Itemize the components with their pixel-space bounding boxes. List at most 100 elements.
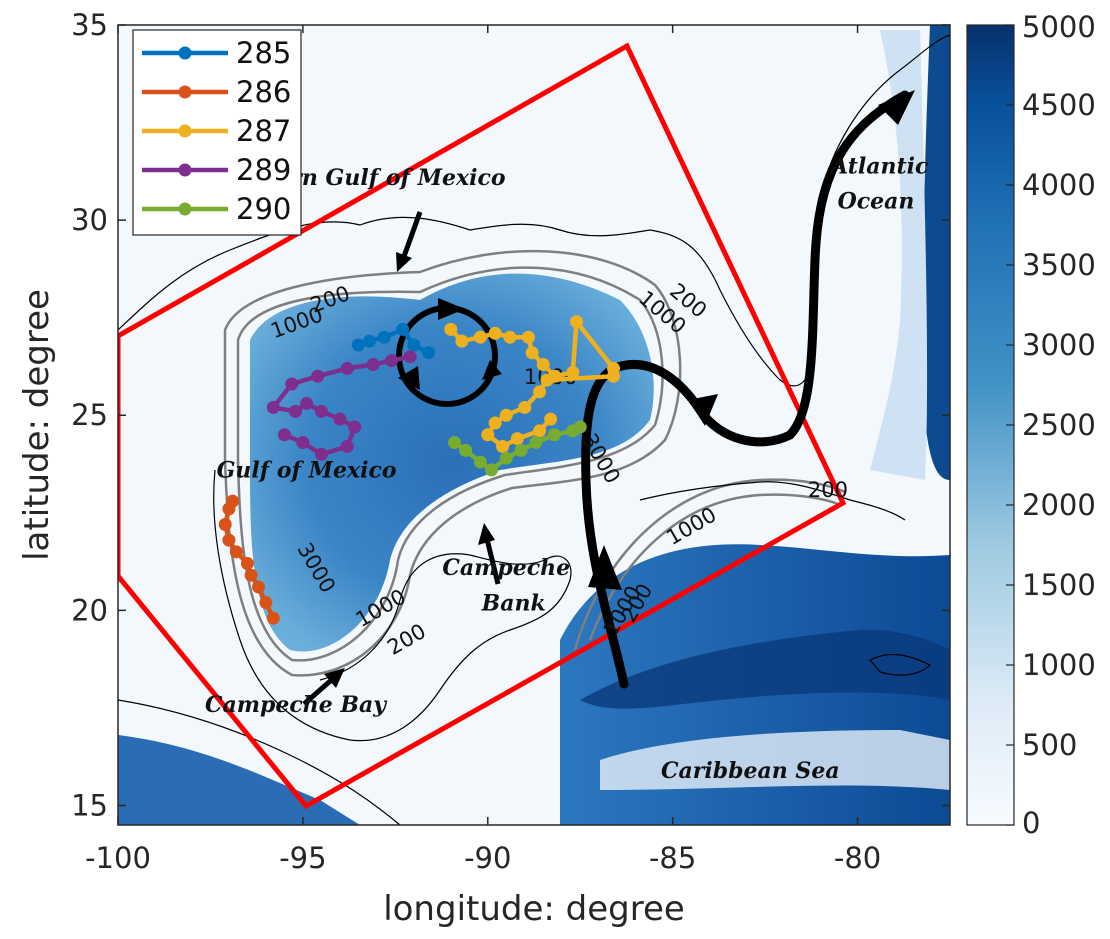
track-point-290 xyxy=(484,463,498,477)
y-tick-label: 30 xyxy=(71,203,108,237)
coastline-jamaica xyxy=(869,654,932,676)
contour-label: 200 xyxy=(808,478,848,502)
y-axis-ticks: 15 20 25 30 35 xyxy=(71,8,950,822)
track-point-289 xyxy=(366,358,380,372)
campeche-bank-pointer-head xyxy=(478,523,495,545)
legend-label-290: 290 xyxy=(236,192,291,226)
x-axis-label: longitude: degree xyxy=(383,889,685,929)
track-line-289 xyxy=(271,354,411,457)
track-point-286 xyxy=(252,580,266,594)
x-tick-label: -100 xyxy=(85,841,151,875)
track-point-287 xyxy=(503,330,517,344)
track-point-289 xyxy=(340,439,354,453)
place-label-atlantic-2: Ocean xyxy=(838,188,915,214)
track-point-290 xyxy=(529,436,543,450)
coastline-cuba xyxy=(639,481,906,521)
track-point-287 xyxy=(496,439,510,453)
campeche-bay-pointer-head xyxy=(324,668,345,688)
contour-200-gulf xyxy=(223,249,682,677)
track-point-286 xyxy=(222,502,236,516)
track-point-286 xyxy=(222,533,236,547)
track-point-287 xyxy=(455,334,469,348)
colorbar-tick-label: 1500 xyxy=(1022,568,1096,602)
legend-marker-287 xyxy=(178,124,192,138)
track-line-286 xyxy=(222,500,276,620)
track-point-287 xyxy=(444,322,458,336)
y-axis-label: latitude: degree xyxy=(17,289,57,561)
colorbar-tick-label: 5000 xyxy=(1022,10,1096,44)
atlantic-deep xyxy=(922,25,950,480)
axes-frame xyxy=(117,24,951,826)
legend-marker-285 xyxy=(178,46,192,60)
loop-current-arrowhead-3 xyxy=(878,90,915,125)
place-label-gulf-of-mexico: Gulf of Mexico xyxy=(217,458,397,484)
legend: 285 286 287 289 290 xyxy=(132,29,302,236)
legend-marker-290 xyxy=(178,202,192,216)
track-point-289 xyxy=(285,377,299,391)
track-point-285 xyxy=(362,334,376,348)
track-point-287 xyxy=(518,400,532,414)
loop-current-arrowhead-1 xyxy=(588,545,622,590)
track-point-287 xyxy=(570,315,584,329)
track-290 xyxy=(447,420,587,477)
caribbean-ridge xyxy=(600,730,950,790)
track-line-290 xyxy=(453,425,582,473)
place-label-atlantic-1: Atlantic xyxy=(829,153,929,179)
coastline-yucatan xyxy=(213,469,572,742)
track-point-287 xyxy=(544,412,558,426)
track-point-289 xyxy=(385,354,399,368)
track-point-286 xyxy=(244,568,258,582)
track-point-289 xyxy=(340,361,354,375)
legend-label-287: 287 xyxy=(236,114,291,148)
track-point-287 xyxy=(566,365,580,379)
colorbar-tick-label: 0 xyxy=(1022,806,1040,840)
model-domain-box xyxy=(118,42,847,810)
track-point-286 xyxy=(240,557,254,571)
track-point-287 xyxy=(521,330,535,344)
place-label-caribbean-sea: Caribbean Sea xyxy=(661,758,840,784)
cayman-trench xyxy=(580,629,950,709)
track-point-287 xyxy=(481,428,495,442)
colorbar-tick-label: 2000 xyxy=(1022,488,1096,522)
track-285 xyxy=(351,322,436,360)
track-point-289 xyxy=(403,350,417,364)
place-label-campeche-bank-2: Bank xyxy=(481,590,546,616)
track-point-290 xyxy=(473,455,487,469)
track-point-287 xyxy=(499,408,513,422)
eddy-arrowhead-top xyxy=(438,298,465,320)
eddy-arrowhead-left xyxy=(398,366,420,390)
y-tick-label: 25 xyxy=(71,398,108,432)
track-point-290 xyxy=(573,420,587,434)
track-point-286 xyxy=(266,611,280,625)
x-tick-label: -80 xyxy=(834,841,881,875)
eddy-arrowhead-right xyxy=(482,360,502,380)
legend-label-285: 285 xyxy=(236,36,291,70)
track-point-289 xyxy=(300,397,314,411)
track-point-285 xyxy=(351,338,365,352)
colorbar-tick-label: 1000 xyxy=(1022,648,1096,682)
track-point-287 xyxy=(488,326,502,340)
track-point-289 xyxy=(266,400,280,414)
track-286 xyxy=(218,494,280,625)
place-label-campeche-bay: Campeche Bay xyxy=(205,692,388,718)
track-point-287 xyxy=(473,330,487,344)
track-point-289 xyxy=(348,420,362,434)
colorbar: 0 500 1000 1500 2000 2500 3000 3500 4000 4500 5000 xyxy=(966,10,1096,840)
track-point-287 xyxy=(536,358,550,372)
track-point-286 xyxy=(229,545,243,559)
pacific-water xyxy=(118,735,360,825)
track-point-287 xyxy=(533,385,547,399)
loop-current-arrowhead-2 xyxy=(688,394,718,426)
y-tick-label: 35 xyxy=(71,8,108,42)
track-point-289 xyxy=(296,436,310,450)
x-tick-label: -85 xyxy=(649,841,696,875)
colorbar-ticks: 0 500 1000 1500 2000 2500 3000 3500 4000 4500 5000 xyxy=(1006,10,1096,840)
legend-label-289: 289 xyxy=(236,153,291,187)
legend-marker-286 xyxy=(178,85,192,99)
track-point-290 xyxy=(514,443,528,457)
colorbar-tick-label: 500 xyxy=(1022,728,1077,762)
place-label-campeche-bank-1: Campeche xyxy=(442,555,570,581)
track-point-289 xyxy=(311,369,325,383)
coastline-pacific xyxy=(118,699,401,825)
